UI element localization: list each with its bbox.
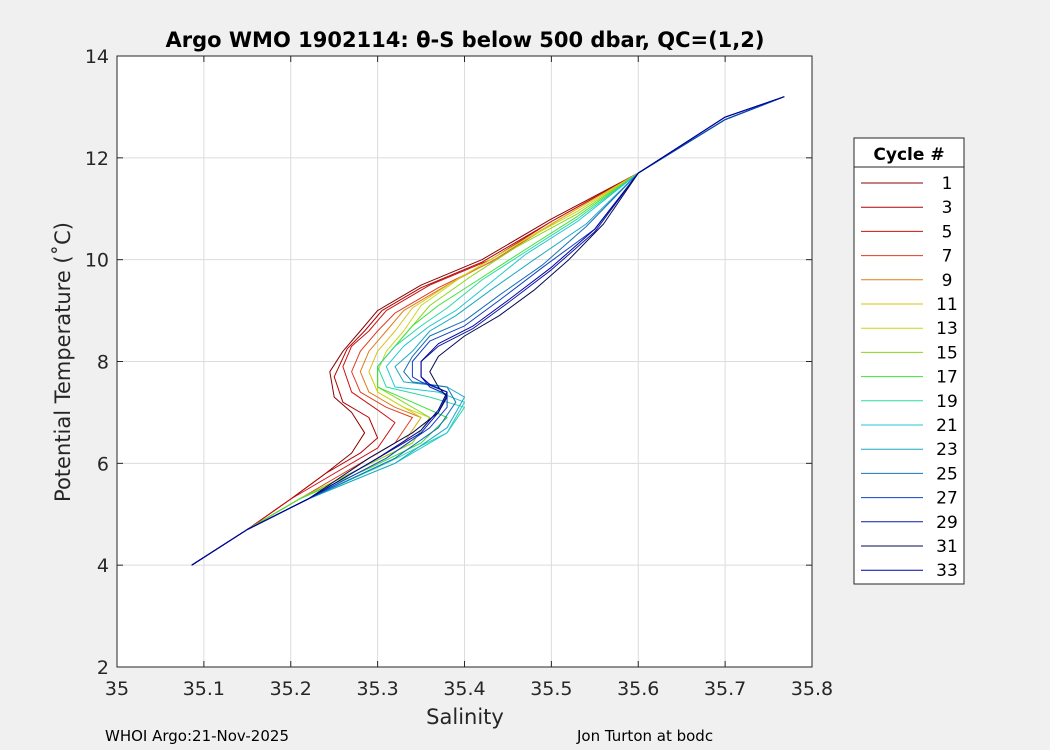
y-tick-label: 4 — [97, 555, 109, 577]
legend-entry-label: 3 — [942, 198, 953, 218]
series-line-cycle-23 — [191, 96, 785, 566]
legend-entry-label: 17 — [936, 368, 958, 388]
footer-right: Jon Turton at bodc — [576, 727, 713, 745]
x-tick-label: 35.8 — [791, 678, 833, 700]
legend-entry-label: 9 — [942, 271, 953, 291]
y-tick-label: 2 — [97, 657, 109, 679]
x-tick-label: 35.7 — [704, 678, 746, 700]
y-tick-label: 6 — [97, 453, 109, 475]
legend-entry-label: 31 — [936, 537, 958, 557]
legend-entry-label: 11 — [936, 295, 958, 315]
legend-entry-label: 33 — [936, 561, 958, 581]
x-tick-label: 35.4 — [443, 678, 485, 700]
series-line-cycle-33 — [191, 96, 785, 566]
footer-left: WHOI Argo:21-Nov-2025 — [105, 727, 289, 745]
x-tick-label: 35.6 — [617, 678, 659, 700]
x-tick-label: 35.3 — [356, 678, 398, 700]
legend-entry-label: 7 — [942, 247, 953, 267]
series-group — [191, 96, 785, 566]
legend-box — [853, 137, 965, 585]
series-line-cycle-19 — [191, 96, 785, 566]
legend-entry-label: 5 — [942, 222, 953, 242]
y-tick-label: 8 — [97, 352, 109, 374]
legend-entry-label: 29 — [936, 513, 958, 533]
series-line-cycle-31 — [191, 96, 785, 566]
x-axis-label: Salinity — [426, 705, 504, 729]
x-axis: 35 35.1 35.2 35.3 35.4 35.5 35.6 35.7 35.8 — [105, 56, 833, 700]
legend-entry-label: 15 — [936, 343, 958, 363]
legend-entry-label: 1 — [942, 174, 953, 194]
legend-entry-label: 19 — [936, 392, 958, 412]
legend-entry-label: 13 — [936, 319, 958, 339]
y-axis: 2 4 6 8 10 12 14 — [85, 46, 812, 679]
legend-title: Cycle # — [873, 145, 944, 165]
y-tick-label: 14 — [85, 46, 109, 68]
legend-entry-label: 27 — [936, 489, 958, 509]
series-line-cycle-25 — [191, 96, 785, 566]
y-tick-label: 12 — [85, 148, 109, 170]
x-tick-label: 35.2 — [270, 678, 312, 700]
legend-entry-label: 21 — [936, 416, 958, 436]
legend-entry-label: 23 — [936, 440, 958, 460]
x-tick-label: 35.1 — [183, 678, 225, 700]
x-tick-label: 35.5 — [530, 678, 572, 700]
y-axis-label: Potential Temperature (˚C) — [51, 222, 75, 502]
y-tick-label: 10 — [85, 250, 109, 272]
x-tick-label: 35 — [105, 678, 129, 700]
legend-entry-label: 25 — [936, 464, 958, 484]
chart-title: Argo WMO 1902114: θ-S below 500 dbar, QC… — [166, 28, 765, 52]
series-line-cycle-5 — [191, 96, 785, 566]
